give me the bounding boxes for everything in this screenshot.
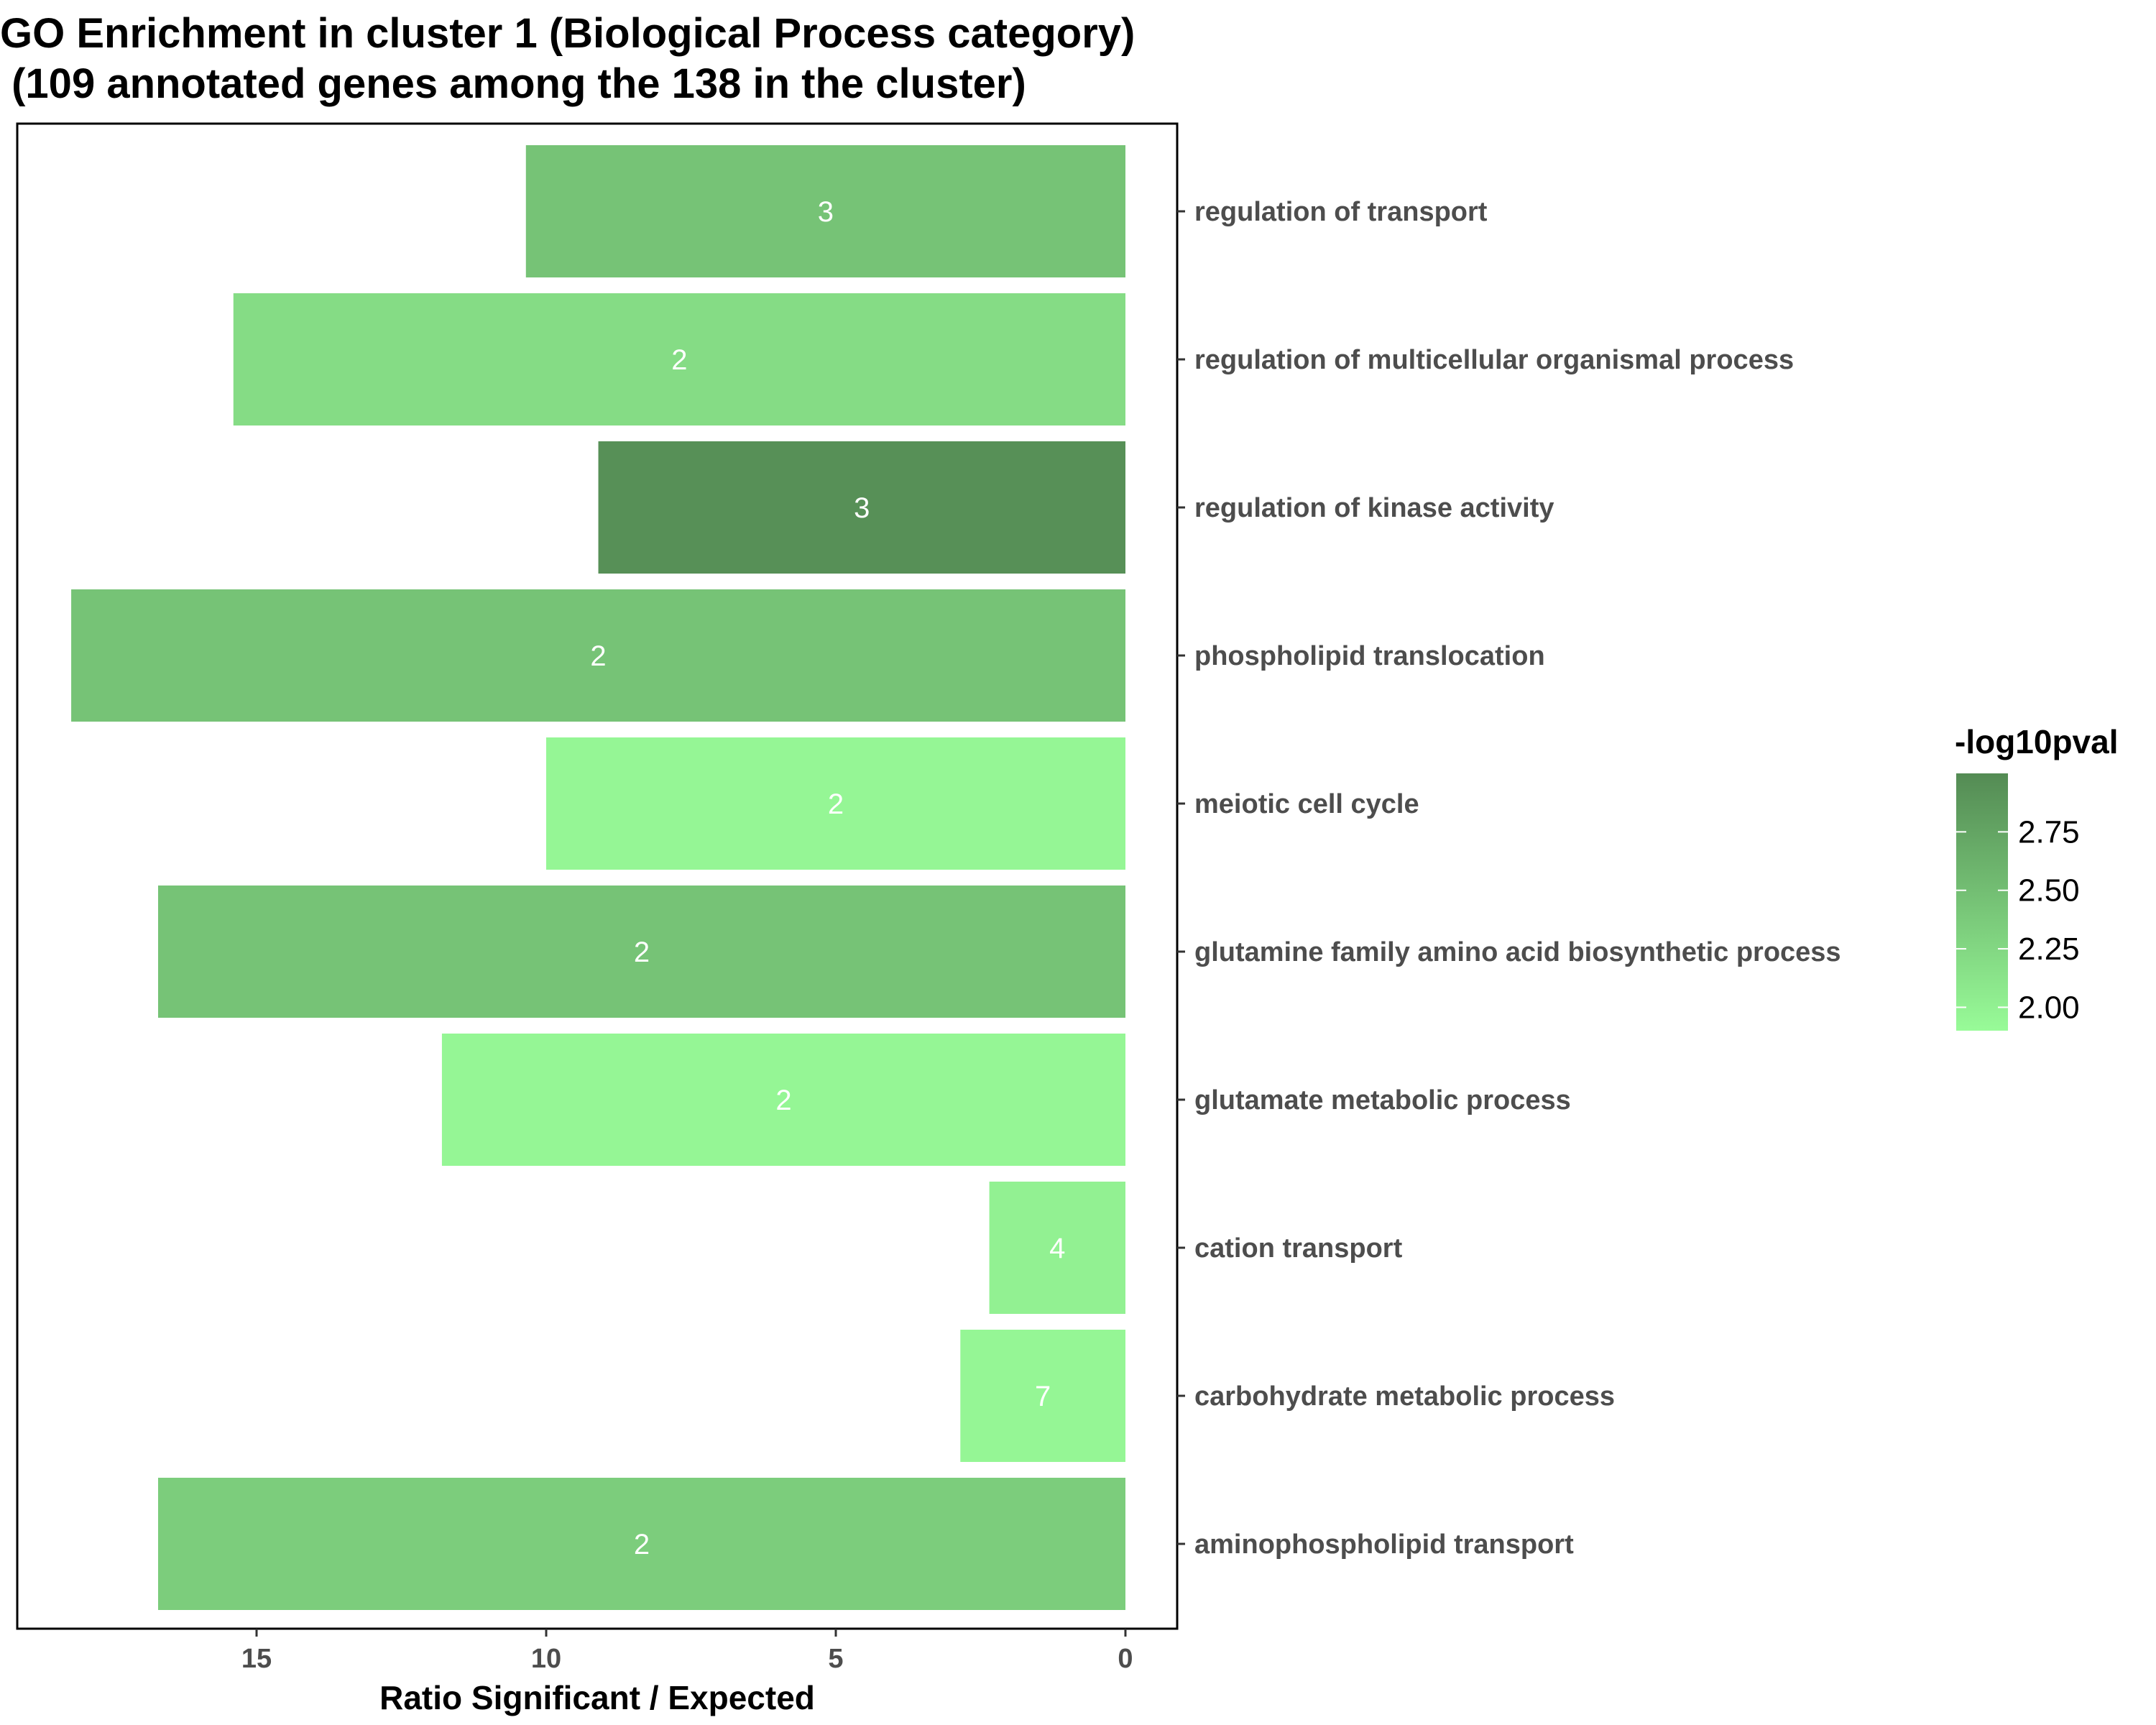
bar-label-9: 2 — [634, 1529, 650, 1560]
category-label-4: meiotic cell cycle — [1194, 789, 1419, 819]
legend-colorbar — [1956, 773, 2008, 1031]
category-label-5: glutamine family amino acid biosynthetic… — [1194, 937, 1841, 967]
bar-2 — [598, 441, 1125, 574]
legend-tick-label-2: 2.25 — [2018, 932, 2080, 967]
bar-7 — [989, 1182, 1125, 1314]
y-axis: regulation of transport regulation of mul… — [1177, 197, 1841, 1560]
bar-3 — [71, 589, 1126, 722]
category-label-7: cation transport — [1194, 1233, 1403, 1264]
category-label-2: regulation of kinase activity — [1194, 493, 1554, 523]
color-legend: -log10pval 2.75 2.50 2.25 2.00 — [1955, 723, 2119, 1031]
chart-title-line-2: (109 annotated genes among the 138 in th… — [0, 60, 1026, 107]
bar-9 — [157, 1478, 1126, 1610]
bar-label-6: 2 — [775, 1085, 791, 1116]
bar-label-8: 7 — [1035, 1381, 1051, 1412]
legend-tick-label-3: 2.00 — [2018, 990, 2080, 1025]
x-tick-label-3: 0 — [1118, 1644, 1133, 1674]
x-axis: 15 10 5 0 — [241, 1629, 1133, 1674]
legend-ticks: 2.75 2.50 2.25 2.00 — [1956, 814, 2080, 1025]
x-tick-label-0: 15 — [241, 1644, 272, 1674]
chart-title: GO Enrichment in cluster 1 (Biological P… — [0, 9, 1437, 109]
bars-group — [71, 145, 1126, 1610]
bar-1 — [233, 293, 1125, 426]
x-axis-title: Ratio Significant / Expected — [379, 1679, 815, 1716]
bar-label-4: 2 — [828, 788, 844, 820]
legend-tick-label-1: 2.50 — [2018, 873, 2080, 908]
x-tick-label-2: 5 — [828, 1644, 843, 1674]
bar-label-2: 3 — [854, 492, 870, 524]
legend-tick-label-0: 2.75 — [2018, 814, 2080, 850]
bar-8 — [960, 1330, 1125, 1462]
bar-label-3: 2 — [590, 640, 606, 672]
plot-panel — [16, 122, 1179, 1630]
x-tick-label-1: 10 — [531, 1644, 561, 1674]
bar-label-1: 2 — [671, 344, 687, 376]
bar-4 — [546, 737, 1125, 870]
legend-title: -log10pval — [1955, 723, 2119, 760]
category-label-8: carbohydrate metabolic process — [1194, 1381, 1615, 1412]
category-label-6: glutamate metabolic process — [1194, 1085, 1571, 1116]
category-label-1: regulation of multicellular organismal p… — [1194, 345, 1794, 375]
bar-label-5: 2 — [634, 937, 650, 968]
category-label-9: aminophospholipid transport — [1194, 1530, 1574, 1560]
bar-5 — [157, 886, 1126, 1018]
bar-6 — [441, 1034, 1125, 1166]
chart-title-line-1: GO Enrichment in cluster 1 (Biological P… — [0, 10, 1135, 57]
bar-0 — [525, 145, 1125, 277]
category-label-3: phospholipid translocation — [1194, 641, 1545, 671]
bar-label-7: 4 — [1049, 1233, 1065, 1264]
category-label-0: regulation of transport — [1194, 197, 1488, 227]
bar-label-0: 3 — [818, 196, 834, 228]
bar-count-labels: 3 2 3 2 2 2 2 4 7 2 — [590, 196, 1065, 1560]
